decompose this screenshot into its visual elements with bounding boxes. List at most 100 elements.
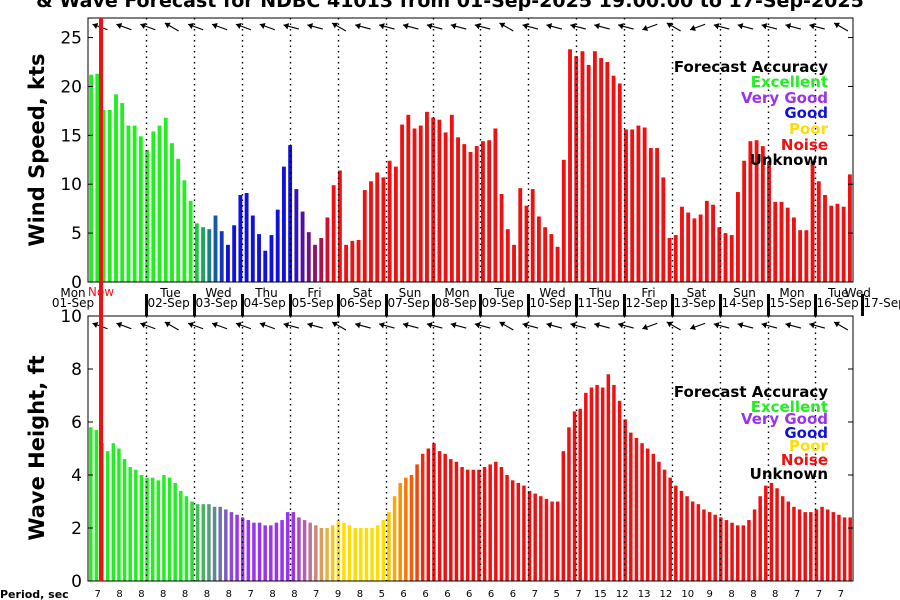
arrow-head — [690, 25, 696, 32]
bar — [128, 467, 132, 581]
period-tick-label: 8 — [138, 589, 144, 600]
bar — [468, 151, 473, 282]
bar — [425, 111, 429, 283]
bar — [471, 469, 476, 581]
bar — [381, 520, 386, 581]
direction-arrow — [283, 23, 300, 30]
wind-legend-poor: Poor — [789, 120, 829, 138]
wind-legend-very-good: Very Good — [741, 89, 828, 107]
arrow-head — [474, 322, 481, 329]
bar — [375, 525, 380, 581]
bar — [337, 170, 342, 282]
arrow-head — [140, 321, 147, 328]
wave-ylabel: Wave Height, ft — [25, 355, 49, 540]
bar — [274, 522, 279, 581]
bar — [630, 129, 635, 282]
bar — [550, 501, 554, 581]
bar — [246, 520, 251, 581]
bar — [612, 384, 616, 581]
arrow-head — [737, 23, 744, 30]
bar — [561, 451, 566, 581]
bar — [176, 158, 181, 282]
bar — [707, 512, 712, 581]
period-tick-label: 6 — [400, 589, 406, 600]
bar — [460, 467, 464, 581]
direction-arrow — [761, 322, 778, 329]
bar — [207, 504, 211, 581]
period-tick-label: 7 — [248, 589, 254, 600]
arrow-head — [642, 25, 649, 32]
day-date-label: 05-Sep — [292, 296, 334, 310]
direction-arrow — [785, 322, 802, 329]
y-tick-label: 15 — [60, 126, 82, 146]
bar — [657, 461, 661, 581]
direction-arrow — [187, 321, 204, 330]
bar — [101, 109, 106, 282]
direction-arrow — [499, 22, 514, 32]
arrow-head — [522, 23, 529, 30]
direction-arrow — [402, 23, 419, 30]
bar — [195, 504, 200, 581]
arrow-head — [499, 321, 506, 328]
bar — [474, 146, 479, 282]
arrow-head — [713, 322, 720, 329]
bar — [89, 427, 93, 581]
bar — [634, 437, 639, 581]
bar — [798, 230, 803, 282]
bar — [595, 384, 599, 581]
arrow-head — [379, 23, 385, 30]
bar — [420, 453, 425, 581]
bar — [213, 215, 218, 282]
wave-legend-title: Forecast Accuracy — [674, 383, 828, 401]
arrow-head — [522, 322, 529, 329]
bar — [356, 239, 361, 282]
period-tick-label: 7 — [95, 589, 101, 600]
direction-arrow — [402, 322, 419, 329]
arrow-head — [594, 23, 600, 30]
arrow-head — [116, 321, 123, 328]
period-tick-label: 6 — [422, 589, 428, 600]
y-tick-label: 2 — [71, 519, 82, 539]
arrow-head — [834, 22, 841, 29]
bar — [151, 131, 156, 282]
bar — [275, 209, 280, 282]
bar — [229, 512, 234, 581]
direction-arrow — [426, 23, 443, 30]
arrow-head — [761, 322, 768, 329]
bar — [138, 136, 143, 282]
bar — [829, 205, 834, 282]
day-name-label: Tue — [493, 286, 515, 300]
bar — [754, 140, 759, 282]
bar — [673, 235, 678, 282]
bar — [544, 498, 549, 581]
wave-y-axis: 0 2 4 6 8 10 — [60, 307, 853, 592]
bar — [735, 525, 740, 581]
period-tick-label: 13 — [638, 589, 651, 600]
bar — [568, 49, 572, 282]
bar — [690, 501, 695, 581]
bar — [810, 160, 815, 282]
arrow-head — [283, 322, 290, 329]
direction-arrow — [378, 322, 395, 329]
day-name-label: Thu — [254, 286, 278, 300]
direction-arrow — [666, 321, 681, 331]
bar — [280, 520, 284, 581]
period-tick-label: 8 — [226, 589, 232, 600]
bar — [167, 477, 172, 581]
bar — [536, 216, 541, 282]
bar — [574, 56, 579, 282]
direction-arrow — [378, 23, 395, 30]
bar — [488, 464, 492, 581]
arrow-head — [450, 322, 457, 329]
arrow-head — [426, 322, 433, 329]
y-tick-label: 4 — [71, 466, 82, 486]
bar — [636, 125, 641, 282]
bar — [533, 493, 537, 581]
arrow-head — [450, 23, 457, 30]
arrow-head — [259, 321, 266, 328]
bar — [184, 496, 189, 581]
bar — [226, 244, 230, 282]
bar — [291, 512, 296, 581]
arrow-head — [785, 322, 792, 329]
wave-gridlines — [145, 316, 817, 581]
